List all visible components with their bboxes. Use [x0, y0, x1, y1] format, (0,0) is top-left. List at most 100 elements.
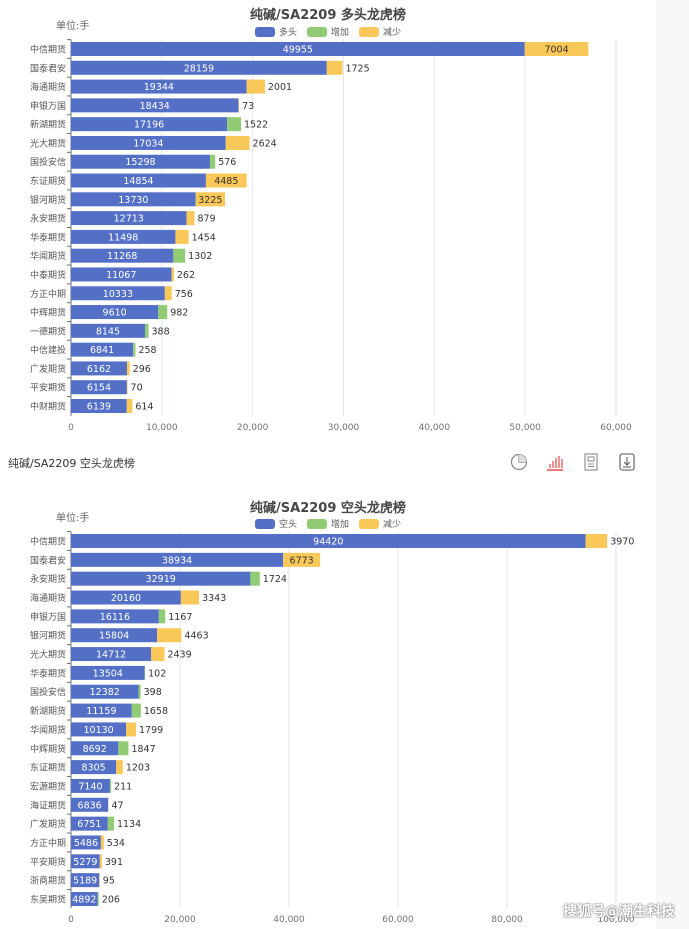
main-bar: [71, 778, 110, 793]
main-value-label: 20160: [111, 593, 141, 604]
category-label: 永安期货: [30, 213, 66, 225]
category-label: 国泰君安: [30, 554, 66, 566]
change-bar: [326, 60, 343, 75]
category-label: 海通期货: [30, 592, 66, 604]
change-bar: [99, 854, 102, 869]
table-view-icon[interactable]: [582, 452, 600, 472]
category-label: 中泰期货: [30, 269, 66, 281]
chart-toolbar: [510, 452, 636, 472]
main-value-label: 6751: [77, 819, 101, 830]
main-bar: [71, 628, 158, 643]
main-value-label: 6162: [87, 364, 111, 375]
change-value-label: 296: [133, 364, 151, 375]
main-value-label: 12713: [114, 214, 144, 225]
main-bar: [71, 552, 284, 567]
main-bar: [71, 722, 127, 737]
change-value-label: 756: [175, 289, 193, 300]
main-bar: [71, 79, 247, 94]
main-value-label: 8692: [83, 744, 107, 755]
change-value-label: 3343: [202, 593, 226, 604]
x-tick-label: 40,000: [273, 915, 305, 925]
category-label: 中辉期货: [30, 307, 66, 319]
main-value-label: 11498: [108, 232, 138, 243]
source-watermark: 搜狐号@潮生科技: [563, 904, 675, 920]
main-value-label: 6154: [87, 383, 111, 394]
download-icon[interactable]: [618, 452, 636, 472]
category-label: 方正中期: [30, 288, 66, 300]
change-value-label: 211: [114, 781, 132, 792]
change-bar: [186, 211, 195, 226]
change-bar: [158, 609, 166, 624]
x-tick-label: 40,000: [419, 423, 451, 433]
change-value-label: 1203: [126, 763, 150, 774]
main-value-label: 7140: [78, 781, 102, 792]
change-value-label: 258: [138, 345, 156, 356]
category-label: 海通期货: [30, 81, 66, 93]
x-tick-label: 50,000: [509, 423, 541, 433]
legend-item-increase[interactable]: 增加: [306, 25, 349, 38]
x-tick-label: 20,000: [237, 423, 269, 433]
change-value-label: 398: [144, 687, 162, 698]
category-label: 广发期货: [30, 818, 66, 830]
main-value-label: 11268: [107, 251, 137, 262]
main-bar: [71, 211, 187, 226]
category-label: 浙商期货: [30, 875, 66, 887]
main-bar: [71, 98, 239, 113]
main-bar: [71, 154, 210, 169]
change-bar: [246, 79, 265, 94]
change-value-label: 1302: [188, 251, 212, 262]
main-value-label: 38934: [162, 555, 192, 566]
main-bar: [71, 760, 117, 775]
category-label: 华闻期货: [30, 250, 66, 262]
legend-item-increase[interactable]: 增加: [306, 517, 349, 530]
main-bar: [71, 873, 100, 888]
main-bar: [71, 323, 145, 338]
change-bar: [144, 323, 149, 338]
main-value-label: 18434: [140, 101, 170, 112]
change-value-label: 262: [177, 270, 195, 281]
legend-item-main[interactable]: 多头: [254, 25, 297, 38]
legend-item-decrease[interactable]: 减少: [359, 25, 401, 38]
category-label: 广发期货: [30, 363, 66, 375]
main-bar: [71, 797, 109, 812]
category-label: 平安期货: [30, 856, 66, 868]
category-label: 方正中期: [30, 837, 66, 849]
unit-label: 单位:手: [56, 513, 90, 524]
legend-item-decrease[interactable]: 减少: [359, 517, 401, 530]
category-label: 中信期货: [30, 536, 66, 548]
main-value-label: 4892: [72, 895, 96, 906]
change-value-label: 7004: [544, 45, 568, 56]
category-label: 海证期货: [30, 799, 66, 811]
main-bar: [71, 741, 119, 756]
legend-label: 增加: [330, 28, 349, 38]
category-label: 国投安信: [30, 686, 66, 698]
bar-chart-icon[interactable]: [546, 452, 564, 472]
chart-title: 纯碱/SA2209 空头龙虎榜: [250, 501, 406, 516]
change-bar: [131, 703, 141, 718]
change-value-label: 2001: [268, 82, 292, 93]
main-bar: [71, 342, 134, 357]
main-bar: [71, 854, 100, 869]
main-value-label: 5279: [73, 857, 97, 868]
chart-plot: 0 20,000 40,000 60,000 80,000 100,000 中信期货 9442…: [30, 531, 635, 925]
main-value-label: 15804: [99, 631, 129, 642]
main-value-label: 17196: [134, 120, 164, 131]
change-bar: [158, 305, 168, 320]
change-value-label: 206: [102, 895, 120, 906]
category-label: 华泰期货: [30, 667, 66, 679]
legend-item-main[interactable]: 空头: [254, 517, 297, 530]
main-bar: [71, 534, 586, 548]
main-bar: [71, 703, 132, 718]
unit-label: 单位:手: [56, 21, 90, 32]
category-label: 东证期货: [30, 175, 66, 187]
main-bar: [71, 380, 127, 395]
main-bar: [71, 267, 172, 282]
change-bar: [133, 342, 136, 357]
category-label: 国泰君安: [30, 62, 66, 74]
pie-chart-icon[interactable]: [510, 452, 528, 472]
category-label: 一德期货: [30, 325, 66, 337]
change-value-label: 2439: [167, 650, 191, 661]
main-bar: [71, 609, 159, 624]
change-value-label: 534: [107, 838, 125, 849]
category-label: 光大期货: [30, 649, 66, 661]
